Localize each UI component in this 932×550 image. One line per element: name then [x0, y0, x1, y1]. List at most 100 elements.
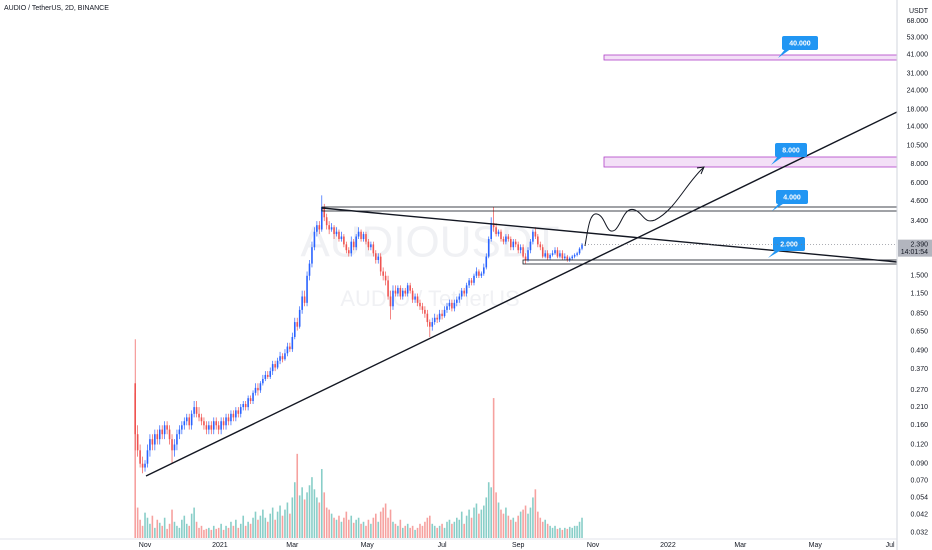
candle-body: [345, 244, 348, 251]
volume-bar: [154, 527, 156, 538]
candle-body: [163, 425, 166, 435]
volume-bar: [460, 511, 463, 538]
volume-bar: [561, 529, 564, 538]
y-tick-label: 0.850: [910, 311, 928, 318]
volume-bar: [343, 517, 345, 538]
candle-body: [298, 309, 301, 327]
candle-body: [325, 217, 328, 226]
candle-body: [365, 234, 367, 242]
candle-body: [178, 429, 181, 435]
candle-body: [181, 425, 183, 430]
y-tick-label: 97.000: [907, 0, 929, 1]
volume-bar: [249, 523, 252, 538]
volume-bar: [406, 523, 409, 538]
candle-body: [468, 280, 470, 286]
candle-body: [514, 241, 517, 245]
y-tick-label: 0.650: [910, 328, 928, 335]
candle-body: [566, 256, 569, 260]
candle-body: [446, 306, 448, 310]
volume-bar: [151, 515, 154, 538]
candle-body: [443, 309, 446, 317]
volume-bar: [453, 521, 456, 538]
volume-bar: [411, 525, 414, 538]
candle-body: [227, 417, 230, 422]
candle-body: [571, 256, 573, 259]
volume-bar: [328, 509, 330, 538]
volume-bar: [573, 525, 576, 538]
y-tick-label: 0.490: [910, 347, 928, 354]
volume-bar: [522, 509, 524, 538]
label-text: 8.000: [782, 147, 800, 154]
candle-body: [141, 463, 144, 468]
volume-bar: [168, 523, 171, 538]
candle-body: [458, 296, 461, 300]
label-pointer: [768, 249, 783, 258]
x-tick-label: Jul: [438, 542, 447, 549]
volume-bar: [497, 502, 500, 538]
volume-bar: [534, 489, 537, 538]
candle-body: [483, 267, 485, 274]
x-tick-label: Jul: [886, 542, 895, 549]
volume-bar: [539, 517, 542, 538]
rising-trend-line: [145, 111, 898, 477]
candle-body: [259, 383, 262, 391]
volume-bar: [323, 492, 326, 538]
volume-bar: [276, 511, 279, 538]
candle-body: [301, 296, 303, 310]
candle-body: [264, 374, 267, 379]
volume-bar: [578, 521, 581, 538]
candle-body: [522, 247, 524, 257]
volume-bar: [473, 507, 475, 538]
y-tick-label: 1.150: [910, 290, 928, 297]
volume-bar: [308, 485, 311, 538]
volume-bar: [188, 525, 191, 538]
candle-body: [384, 275, 387, 281]
zone-8: [603, 156, 898, 168]
volume-bar: [195, 521, 198, 538]
volume-bar: [421, 525, 424, 538]
candle-body: [377, 256, 380, 260]
candle-body: [431, 322, 434, 327]
volume-bar: [556, 528, 559, 538]
volume-bar: [217, 527, 220, 538]
candle-body: [158, 429, 161, 440]
volume-bar: [185, 523, 188, 538]
volume-bar: [463, 523, 465, 538]
countdown-label: 14:01:54: [901, 249, 928, 256]
candle-body: [274, 364, 276, 368]
candle-body: [532, 231, 534, 242]
volume-bar: [269, 513, 272, 538]
label-40: 40.000: [778, 36, 818, 58]
volume-bar: [306, 492, 308, 538]
candle-body: [502, 239, 505, 242]
candle-body: [399, 287, 402, 297]
volume-bar: [429, 515, 431, 538]
y-tick-label: 0.120: [910, 441, 928, 448]
candle-body: [438, 313, 441, 320]
volume-bar: [271, 507, 274, 538]
candle-body: [448, 302, 451, 307]
volume-bar: [397, 525, 399, 538]
volume-bar: [190, 513, 193, 538]
candle-body: [426, 313, 429, 323]
volume-bar: [500, 509, 502, 538]
volume-bar: [448, 519, 451, 538]
candle-body: [161, 429, 164, 435]
candle-body: [252, 392, 254, 402]
candle-body: [549, 254, 551, 259]
volume-bar: [566, 528, 569, 538]
candle-body: [350, 241, 353, 254]
y-tick-label: 0.370: [910, 366, 928, 373]
volume-bar: [347, 519, 350, 538]
candle-body: [217, 425, 220, 430]
volume-bar: [470, 517, 473, 538]
candle-body: [139, 450, 141, 464]
x-tick-label: Nov: [587, 542, 600, 549]
y-tick-label: 68.000: [907, 18, 929, 25]
label-pointer: [778, 48, 792, 58]
candle-body: [333, 227, 335, 235]
volume-bar: [524, 505, 527, 538]
volume-bar: [298, 495, 301, 538]
volume-bar: [259, 515, 262, 538]
candle-body: [212, 421, 215, 430]
